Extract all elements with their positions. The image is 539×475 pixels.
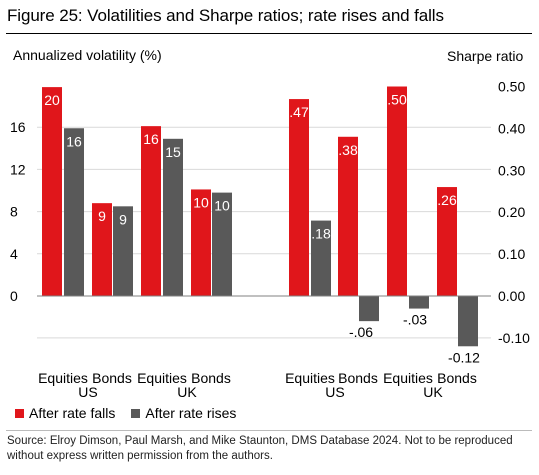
legend-item-falls: After rate falls <box>15 405 115 421</box>
group-label: UK <box>423 384 443 400</box>
left-tick-label: 4 <box>10 246 18 262</box>
title-rule <box>6 33 532 34</box>
category-label: Equities <box>383 370 433 386</box>
category-label: Equities <box>285 370 335 386</box>
data-label-vol-rises: 9 <box>119 211 127 227</box>
data-label-vol-falls: 10 <box>193 194 209 210</box>
data-label-sharpe-rises: -.03 <box>403 312 427 328</box>
bar-sharpe-falls <box>437 187 457 296</box>
data-label-sharpe-falls: .38 <box>338 142 358 158</box>
left-tick-label: 0 <box>10 288 18 304</box>
chart-title: Figure 25: Volatilities and Sharpe ratio… <box>7 6 444 25</box>
legend-swatch-rises <box>131 408 141 418</box>
right-tick-label: 0.20 <box>498 204 525 220</box>
category-label: Equities <box>38 370 88 386</box>
right-tick-label: 0.10 <box>498 246 525 262</box>
bar-vol-rises <box>212 192 232 296</box>
right-tick-label: -0.10 <box>498 330 530 346</box>
bar-vol-falls <box>42 87 62 296</box>
bar-sharpe-rises <box>311 220 331 296</box>
right-tick-label: 0.30 <box>498 162 525 178</box>
category-label: Bonds <box>92 370 132 386</box>
right-tick-label: 0.00 <box>498 288 525 304</box>
data-label-vol-falls: 16 <box>143 131 159 147</box>
legend: After rate falls After rate rises <box>15 405 252 421</box>
bar-sharpe-rises <box>458 296 478 347</box>
category-label: Bonds <box>338 370 378 386</box>
data-label-vol-rises: 10 <box>214 198 230 214</box>
right-tick-label: 0.40 <box>498 120 525 136</box>
category-label: Equities <box>137 370 187 386</box>
category-label: Bonds <box>191 370 231 386</box>
left-axis-label: Annualized volatility (%) <box>13 47 162 63</box>
source-note: Source: Elroy Dimson, Paul Marsh, and Mi… <box>7 435 513 462</box>
bar-sharpe-rises <box>359 296 379 322</box>
data-label-sharpe-falls: .47 <box>289 104 309 120</box>
data-label-sharpe-falls: .50 <box>387 92 407 108</box>
data-label-vol-falls: 20 <box>44 92 60 108</box>
legend-item-rises: After rate rises <box>131 405 236 421</box>
bar-vol-falls <box>92 203 112 296</box>
left-tick-label: 8 <box>10 204 18 220</box>
data-label-sharpe-rises: -.06 <box>349 324 373 340</box>
bar-sharpe-falls <box>387 86 407 296</box>
right-tick-label: 0.50 <box>498 79 525 95</box>
bar-sharpe-falls <box>338 136 358 296</box>
data-label-sharpe-falls: .26 <box>437 192 457 208</box>
left-tick-label: 12 <box>10 161 26 177</box>
source-rule <box>6 430 532 431</box>
data-label-sharpe-rises: -0.12 <box>448 349 480 365</box>
bar-sharpe-rises <box>409 296 429 309</box>
group-label: US <box>78 384 97 400</box>
bar-vol-rises <box>163 138 183 296</box>
category-label: Bonds <box>437 370 477 386</box>
right-axis-label: Sharpe ratio <box>447 48 524 64</box>
data-label-sharpe-rises: .18 <box>311 226 331 242</box>
legend-label-rises: After rate rises <box>145 405 237 421</box>
group-label: UK <box>177 384 197 400</box>
data-label-vol-falls: 9 <box>98 208 106 224</box>
bar-vol-falls <box>141 126 161 297</box>
left-tick-label: 16 <box>10 119 26 135</box>
legend-swatch-falls <box>15 408 24 418</box>
group-label: US <box>325 384 344 400</box>
bar-vol-rises <box>64 128 84 296</box>
data-label-vol-rises: 16 <box>66 133 82 149</box>
bar-vol-falls <box>191 189 211 296</box>
data-label-vol-rises: 15 <box>165 144 181 160</box>
bar-sharpe-falls <box>289 99 309 296</box>
bar-vol-rises <box>113 206 133 296</box>
legend-label-falls: After rate falls <box>29 405 116 421</box>
